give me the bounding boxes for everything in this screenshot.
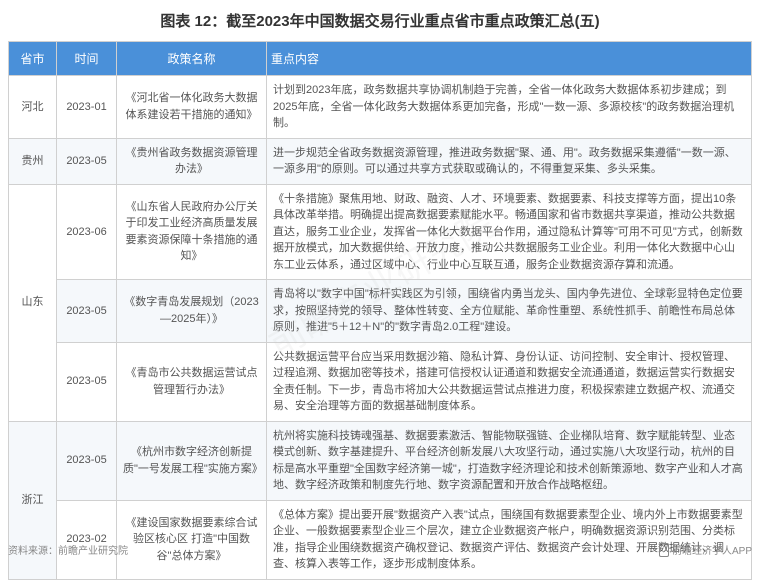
cell-time: 2023-05 [57,280,117,343]
table-row: 2023-05 《数字青岛发展规划（2023—2025年）》 青岛将以"数字中国… [9,280,752,343]
cell-policy: 《数字青岛发展规划（2023—2025年）》 [117,280,267,343]
table-header-row: 省市 时间 政策名称 重点内容 [9,42,752,76]
table-row: 河北 2023-01 《河北省一体化政务大数据体系建设若干措施的通知》 计划到2… [9,76,752,139]
cell-province: 贵州 [9,138,57,184]
cell-content: 《总体方案》提出要开展"数据资产入表"试点，围绕国有数据要素型企业、境内外上市数… [267,500,752,579]
cell-time: 2023-05 [57,342,117,421]
cell-content: 公共数据运营平台应当采用数据沙箱、隐私计算、身份认证、访问控制、安全审计、授权管… [267,342,752,421]
table-row: 2023-05 《青岛市公共数据运营试点管理暂行办法》 公共数据运营平台应当采用… [9,342,752,421]
header-province: 省市 [9,42,57,76]
table-row: 浙江 2023-05 《杭州市数字经济创新提质"一号发展工程"实施方案》 杭州将… [9,421,752,500]
cell-time: 2023-06 [57,184,117,280]
cell-policy: 《山东省人民政府办公厅关于印发工业经济高质量发展要素资源保障十条措施的通知》 [117,184,267,280]
footer: 资料来源：前瞻产业研究院 前瞻经济学人APP [8,542,752,557]
cell-time: 2023-01 [57,76,117,139]
cell-time: 2023-05 [57,138,117,184]
table-row: 贵州 2023-05 《贵州省政务数据资源管理办法》 进一步规范全省政务数据资源… [9,138,752,184]
cell-policy: 《青岛市公共数据运营试点管理暂行办法》 [117,342,267,421]
cell-province: 河北 [9,76,57,139]
header-content: 重点内容 [267,42,752,76]
cell-policy: 《河北省一体化政务大数据体系建设若干措施的通知》 [117,76,267,139]
cell-time: 2023-05 [57,421,117,500]
table-container: 省市 时间 政策名称 重点内容 河北 2023-01 《河北省一体化政务大数据体… [0,41,760,580]
cell-policy: 《杭州市数字经济创新提质"一号发展工程"实施方案》 [117,421,267,500]
policy-table: 省市 时间 政策名称 重点内容 河北 2023-01 《河北省一体化政务大数据体… [8,41,752,580]
cell-content: 计划到2023年底，政务数据共享协调机制趋于完善，全省一体化政务大数据体系初步建… [267,76,752,139]
table-row: 山东 2023-06 《山东省人民政府办公厅关于印发工业经济高质量发展要素资源保… [9,184,752,280]
cell-content: 《十条措施》聚焦用地、财政、融资、人才、环境要素、数据要素、科技支撑等方面，提出… [267,184,752,280]
footer-app-text: 前瞻经济学人APP [672,542,752,557]
phone-icon [659,543,669,557]
table-body: 河北 2023-01 《河北省一体化政务大数据体系建设若干措施的通知》 计划到2… [9,76,752,580]
table-row: 2023-02 《建设国家数据要素综合试验区核心区 打造"中国数谷"总体方案》 … [9,500,752,579]
cell-policy: 《贵州省政务数据资源管理办法》 [117,138,267,184]
footer-app: 前瞻经济学人APP [659,542,752,557]
footer-source: 资料来源：前瞻产业研究院 [8,542,128,557]
cell-policy: 《建设国家数据要素综合试验区核心区 打造"中国数谷"总体方案》 [117,500,267,579]
cell-time: 2023-02 [57,500,117,579]
cell-content: 青岛将以"数字中国"标杆实践区为引领，围绕省内勇当龙头、国内争先进位、全球彰显特… [267,280,752,343]
chart-title: 图表 12：截至2023年中国数据交易行业重点省市重点政策汇总(五) [0,0,760,41]
cell-province: 山东 [9,184,57,421]
cell-content: 进一步规范全省政务数据资源管理，推进政务数据"聚、通、用"。政务数据采集遵循"一… [267,138,752,184]
header-time: 时间 [57,42,117,76]
header-policy: 政策名称 [117,42,267,76]
cell-content: 杭州将实施科技铸魂强基、数据要素激活、智能物联强链、企业梯队培育、数字赋能转型、… [267,421,752,500]
